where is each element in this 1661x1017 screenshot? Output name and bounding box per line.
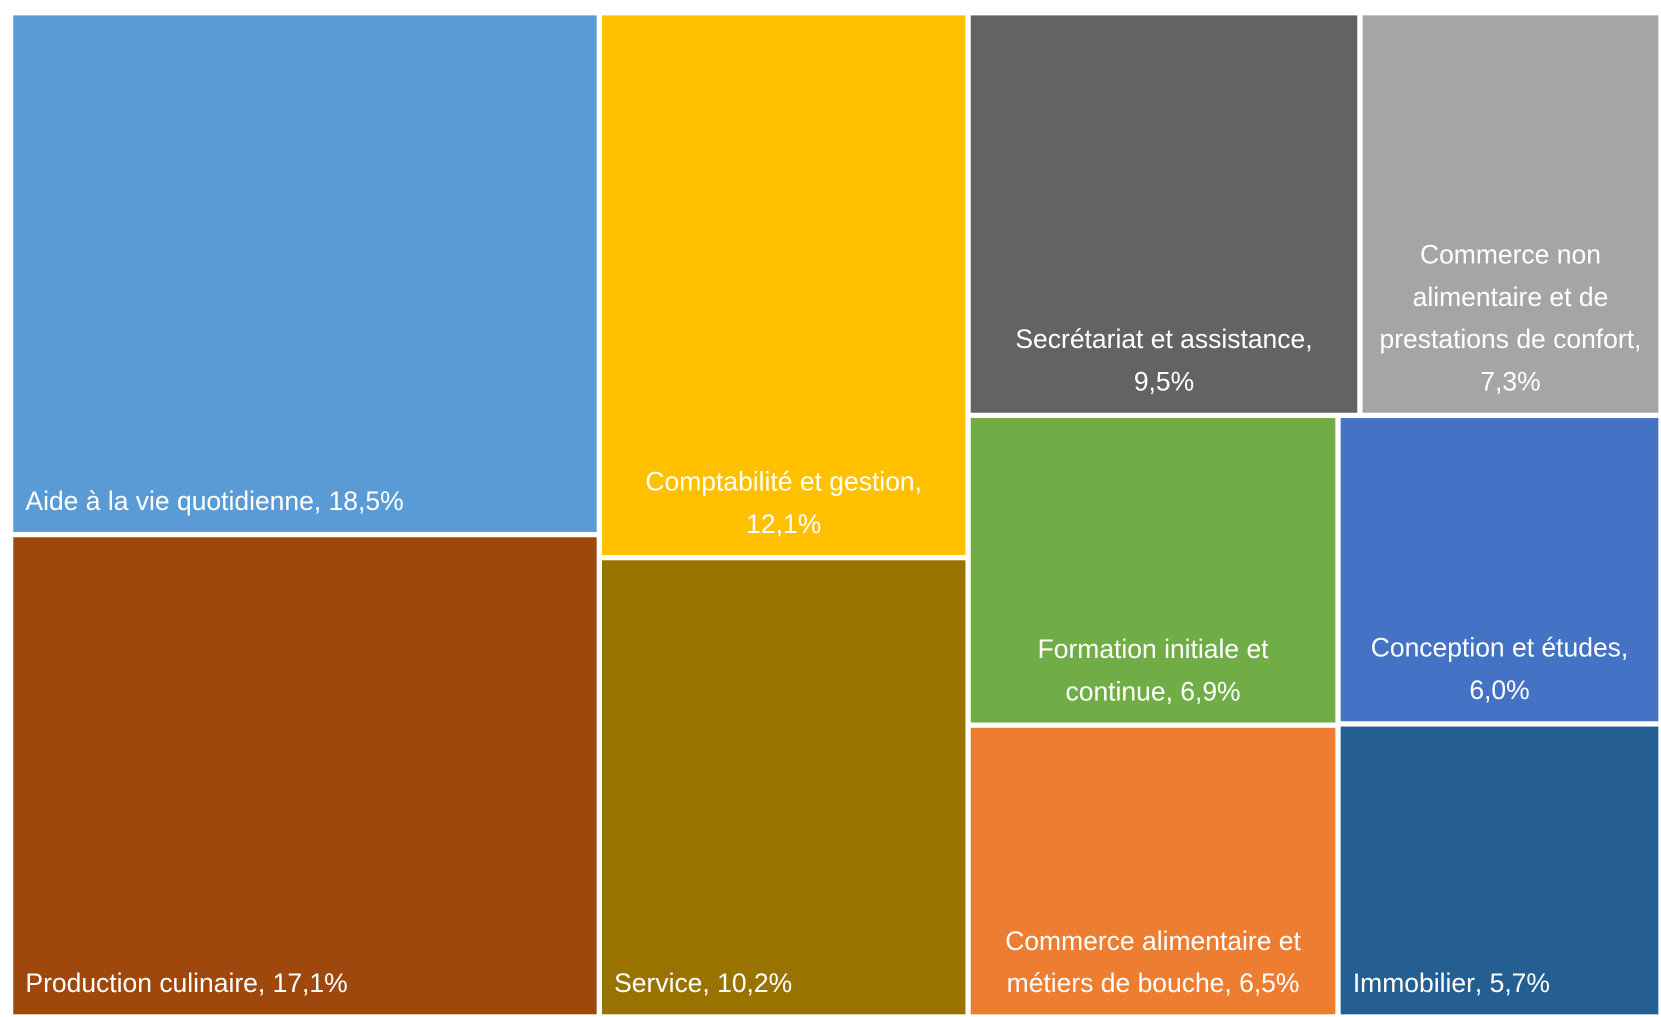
category-label-part: de <box>1579 282 1616 312</box>
category-label-part: alimentaire <box>1142 926 1279 956</box>
category-label: Service <box>614 968 702 998</box>
category-label-part: alimentaire <box>1413 282 1550 312</box>
treemap-tile <box>970 727 1336 1015</box>
category-label-part: et <box>1549 282 1578 312</box>
value-label: 17,1% <box>273 968 348 998</box>
separator: , <box>258 968 265 998</box>
category-label-part: Formation <box>1038 634 1165 664</box>
treemap-tile <box>601 15 966 555</box>
category-label-part: de <box>1101 968 1138 998</box>
separator: , <box>1475 968 1482 998</box>
treemap-tile <box>13 15 597 532</box>
category-label: Production culinaire <box>25 968 257 998</box>
category-label-part: Comptabilité <box>645 466 799 496</box>
category-label: Commerce non alimentaire et de prestatio… <box>1380 239 1635 354</box>
category-label-part: de <box>1516 324 1553 354</box>
category-label-part: et <box>1151 324 1180 354</box>
treemap-tile <box>1362 15 1659 413</box>
category-label-part: quotidienne <box>177 486 314 516</box>
category-label: Aide à la vie quotidienne <box>25 486 313 516</box>
separator: , <box>314 486 321 516</box>
category-label: Immobilier <box>1353 968 1475 998</box>
separator: , <box>1634 324 1641 354</box>
value-label: 10,2% <box>717 968 792 998</box>
category-label: Commerce alimentaire et métiers de bouch… <box>1005 926 1308 998</box>
category-label-part: non <box>1557 239 1609 269</box>
category-label-part: gestion <box>829 466 914 496</box>
category-label: Secrétariat et assistance <box>1015 324 1305 354</box>
category-label-part: Conception <box>1371 633 1512 663</box>
category-label-part: Immobilier <box>1353 968 1475 998</box>
category-label-part: et <box>1512 633 1541 663</box>
category-label-part: la <box>108 486 136 516</box>
separator: , <box>915 466 922 496</box>
category-label: Formation initiale et continue <box>1038 634 1276 706</box>
category-label-part: initiale <box>1164 634 1246 664</box>
category-label-part: et <box>1246 634 1275 664</box>
category-label-part: Production <box>25 968 159 998</box>
value-label: 6,0% <box>1469 675 1529 705</box>
category-label-part: Aide <box>25 486 85 516</box>
category-label-part: Service <box>614 968 702 998</box>
category-label-part: et <box>1279 926 1308 956</box>
separator: , <box>1166 676 1173 706</box>
value-label: 12,1% <box>746 509 821 539</box>
value-label: 6,9% <box>1180 676 1240 706</box>
category-label-part: confort <box>1553 324 1635 354</box>
value-label: 7,3% <box>1480 367 1540 397</box>
category-label-part: à <box>86 486 108 516</box>
category-label: Comptabilité et gestion <box>645 466 914 496</box>
treemap-tile <box>970 15 1358 413</box>
value-label: 6,5% <box>1239 968 1299 998</box>
category-label-part: Commerce <box>1005 926 1142 956</box>
treemap-tile <box>601 560 966 1015</box>
category-label-part: Commerce <box>1420 239 1557 269</box>
category-label-part: métiers <box>1007 968 1101 998</box>
category-label-part: et <box>800 466 829 496</box>
category-label-part: prestations <box>1380 324 1517 354</box>
category-label: Conception et études <box>1371 633 1621 663</box>
value-label: 5,7% <box>1490 968 1550 998</box>
separator: , <box>1305 324 1312 354</box>
treemap-tile <box>1340 726 1659 1015</box>
treemap-tile <box>13 537 597 1015</box>
value-label: 9,5% <box>1134 367 1194 397</box>
treemap-tile <box>1340 418 1659 722</box>
separator: , <box>702 968 709 998</box>
category-label-part: bouche <box>1138 968 1225 998</box>
category-label-part: vie <box>136 486 177 516</box>
value-label: 18,5% <box>329 486 404 516</box>
separator: , <box>1621 633 1628 663</box>
category-label-part: études <box>1541 633 1620 663</box>
category-label-part: Secrétariat <box>1015 324 1150 354</box>
category-label-part: culinaire <box>159 968 258 998</box>
category-label-part: assistance <box>1180 324 1305 354</box>
separator: , <box>1224 968 1231 998</box>
category-label-part: continue <box>1065 676 1165 706</box>
treemap-tile <box>970 418 1336 723</box>
